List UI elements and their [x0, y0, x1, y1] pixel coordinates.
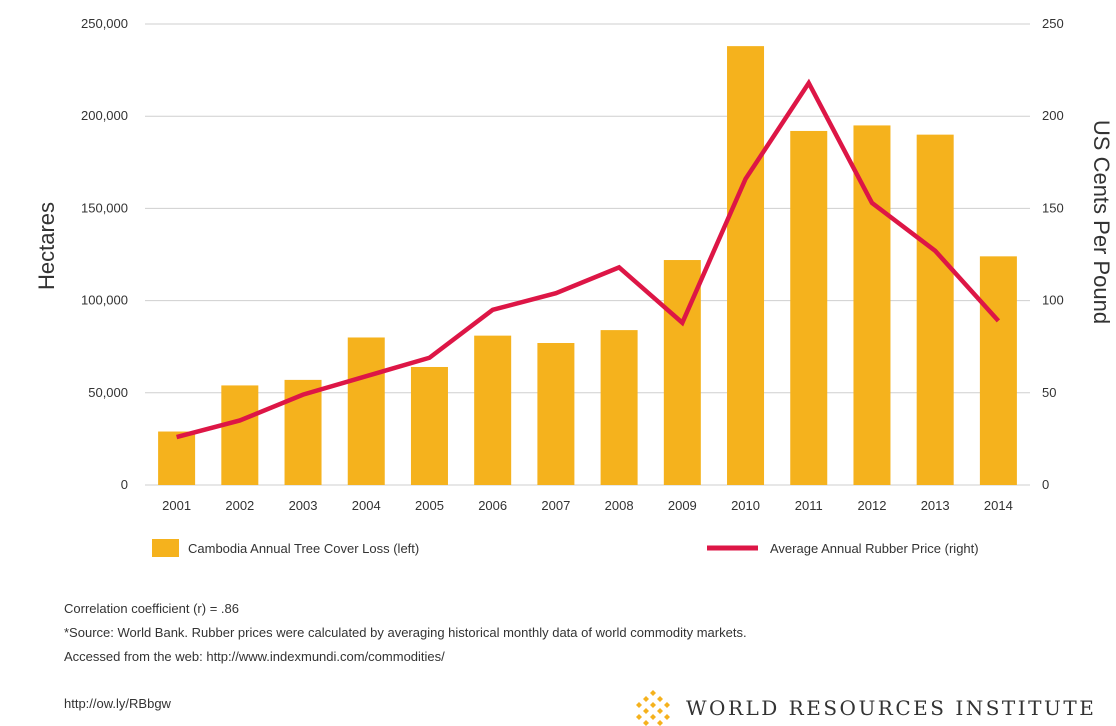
combo-chart: 0 50,000 100,000 150,000 200,000 250,000 0 50 1…: [34, 16, 1114, 557]
logo-diamond: [643, 696, 649, 702]
logo-diamond: [643, 720, 649, 726]
source-note: *Source: World Bank. Rubber prices were …: [64, 625, 747, 640]
x-tick-label: 2009: [668, 498, 697, 513]
x-tick-label: 2006: [478, 498, 507, 513]
bar-2011: [790, 130, 828, 485]
bar-2014: [979, 256, 1017, 485]
logo-diamond: [657, 720, 663, 726]
bar-2008: [600, 330, 638, 485]
logo-diamond: [664, 702, 670, 708]
logo-diamond: [664, 714, 670, 720]
x-tick-label: 2002: [225, 498, 254, 513]
bar-2001: [158, 431, 196, 485]
y-tick-label: 100,000: [81, 293, 128, 308]
bar-series: [158, 46, 1017, 486]
y-tick-label: 250,000: [81, 16, 128, 31]
bar-2010: [727, 46, 765, 486]
y2-tick-label: 150: [1042, 200, 1064, 215]
logo-diamond: [650, 714, 656, 720]
logo-diamond: [657, 696, 663, 702]
bar-2013: [916, 134, 954, 485]
y-tick-label: 0: [121, 477, 128, 492]
y-axis-title: Hectares: [34, 202, 59, 290]
logo-diamond: [636, 714, 642, 720]
bar-2002: [221, 385, 259, 485]
y2-tick-label: 50: [1042, 385, 1056, 400]
x-tick-label: 2010: [731, 498, 760, 513]
chart-notes: Correlation coefficient (r) = .86 *Sourc…: [64, 597, 747, 669]
x-tick-label: 2014: [984, 498, 1013, 513]
bar-2006: [474, 335, 512, 485]
legend-label-line: Average Annual Rubber Price (right): [770, 541, 979, 556]
legend: Cambodia Annual Tree Cover Loss (left) A…: [152, 539, 979, 557]
x-tick-label: 2007: [541, 498, 570, 513]
y-tick-label: 200,000: [81, 108, 128, 123]
short-link[interactable]: http://ow.ly/RBbgw: [64, 696, 171, 711]
line-series: [176, 78, 1001, 440]
brand: WORLD RESOURCES INSTITUTE: [632, 690, 1096, 726]
bar-2007: [537, 343, 575, 485]
x-tick-label: 2012: [858, 498, 887, 513]
x-axis: 2001 2002 2003 2004 2005 2006 2007 2008 2009 2010…: [162, 498, 1013, 513]
logo-diamond: [650, 702, 656, 708]
y-tick-label: 50,000: [88, 385, 128, 400]
x-tick-label: 2004: [352, 498, 381, 513]
y2-axis-title: US Cents Per Pound: [1089, 120, 1114, 324]
y2-tick-label: 250: [1042, 16, 1064, 31]
y2-tick-label: 0: [1042, 477, 1049, 492]
legend-swatch-bar: [152, 539, 179, 557]
logo-diamond: [636, 702, 642, 708]
accessed-note: Accessed from the web: http://www.indexm…: [64, 649, 445, 664]
bar-2005: [410, 366, 448, 485]
x-tick-label: 2013: [921, 498, 950, 513]
y-tick-label: 150,000: [81, 200, 128, 215]
wri-logo-icon: [636, 690, 670, 726]
logo-diamond: [650, 690, 656, 696]
logo-diamond: [657, 708, 663, 714]
logo-diamond: [643, 708, 649, 714]
legend-label-bar: Cambodia Annual Tree Cover Loss (left): [188, 541, 419, 556]
x-tick-label: 2001: [162, 498, 191, 513]
x-tick-label: 2011: [795, 498, 823, 513]
gridlines: [145, 23, 1030, 486]
x-tick-label: 2003: [289, 498, 318, 513]
bar-2004: [347, 337, 385, 485]
x-tick-label: 2005: [415, 498, 444, 513]
bar-2012: [853, 125, 891, 486]
y2-tick-label: 200: [1042, 108, 1064, 123]
y-axis-left: 0 50,000 100,000 150,000 200,000 250,000: [81, 16, 128, 492]
brand-name: WORLD RESOURCES INSTITUTE: [686, 696, 1097, 720]
correlation-note: Correlation coefficient (r) = .86: [64, 601, 239, 616]
rubber-price-line: [176, 78, 1001, 440]
y2-tick-label: 100: [1042, 293, 1064, 308]
y-axis-right: 0 50 100 150 200 250: [1042, 16, 1064, 492]
x-tick-label: 2008: [605, 498, 634, 513]
